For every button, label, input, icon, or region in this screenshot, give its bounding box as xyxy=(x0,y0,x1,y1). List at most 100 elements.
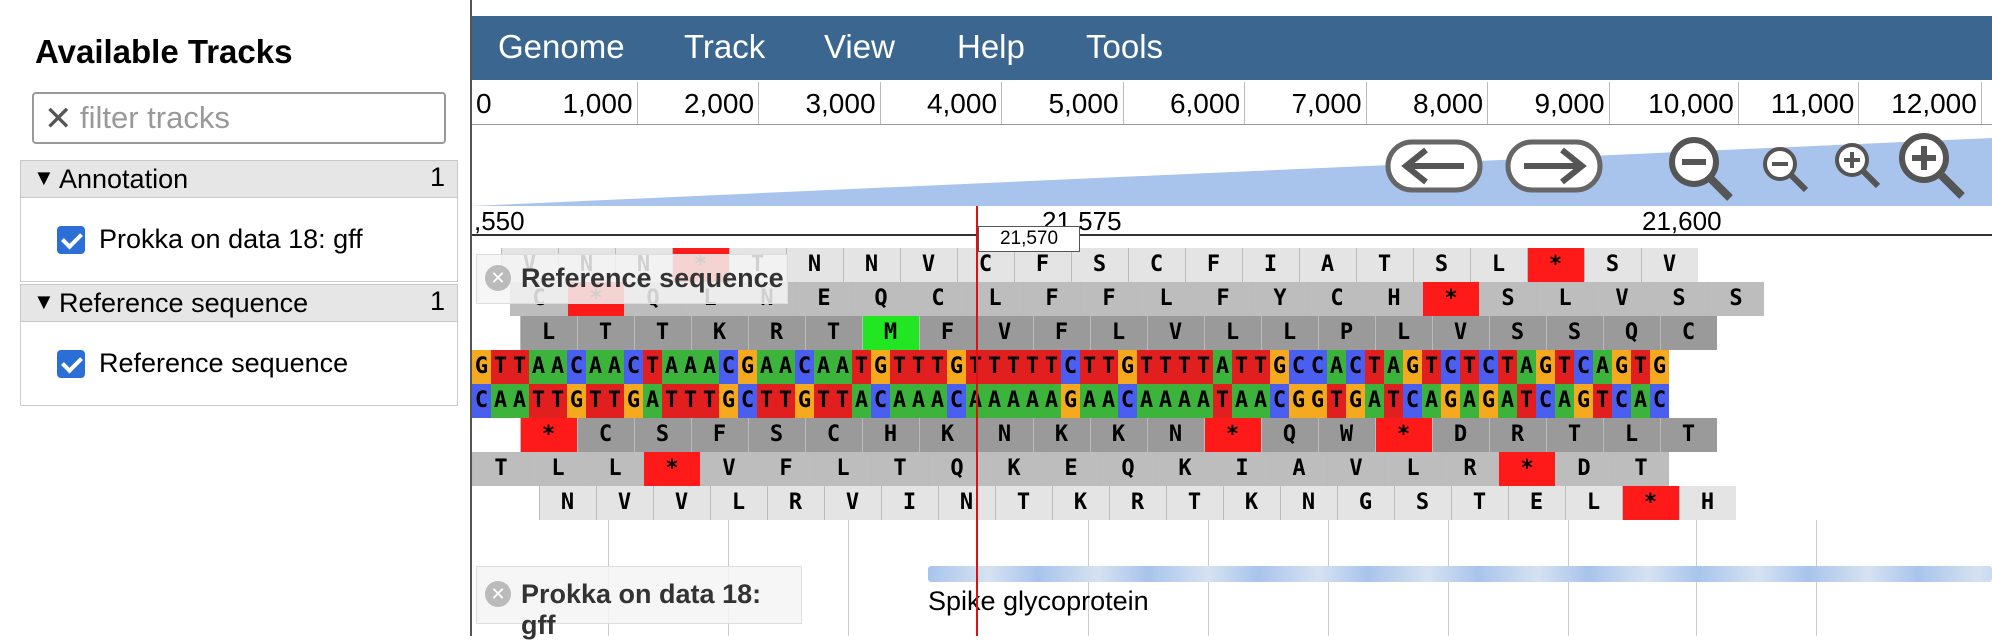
amino-acid: * xyxy=(1526,248,1584,282)
amino-acid: T xyxy=(1355,248,1413,282)
amino-acid: V xyxy=(595,486,653,520)
nucleotide: A xyxy=(757,350,776,384)
amino-acid: * xyxy=(1374,418,1432,452)
amino-acid: L xyxy=(1564,486,1622,520)
amino-acid: S xyxy=(1070,248,1128,282)
nucleotide: A xyxy=(852,384,871,418)
amino-acid: F xyxy=(1013,248,1071,282)
nucleotide: G xyxy=(1346,384,1365,418)
position-ruler[interactable]: ,550 21,575 21,600 xyxy=(472,206,1992,236)
zoom-out-large-icon[interactable] xyxy=(1666,134,1736,204)
amino-acid: Q xyxy=(1602,316,1660,350)
zoom-in-large-icon[interactable] xyxy=(1896,130,1968,202)
amino-acid: L xyxy=(1089,316,1147,350)
nucleotide: T xyxy=(1175,350,1194,384)
nucleotide: G xyxy=(1270,350,1289,384)
filter-tracks-input[interactable] xyxy=(80,97,430,139)
zoom-in-small-icon[interactable] xyxy=(1832,140,1884,192)
overview-tick-line xyxy=(1122,82,1124,124)
annotation-track-label[interactable]: ✕ Prokka on data 18: gff xyxy=(476,566,802,640)
category-reference-body: Reference sequence xyxy=(20,322,458,406)
nucleotide: A xyxy=(1232,384,1251,418)
nucleotide: C xyxy=(1289,350,1308,384)
menu-view[interactable]: View xyxy=(824,28,895,65)
spike-glycoprotein-feature[interactable] xyxy=(928,566,1992,582)
nucleotide: A xyxy=(1080,384,1099,418)
close-track-icon[interactable]: ✕ xyxy=(485,581,511,607)
amino-acid: N xyxy=(1279,486,1337,520)
overview-tick: 9,000 xyxy=(1534,88,1605,119)
amino-acid: C xyxy=(1659,316,1717,350)
nucleotide: G xyxy=(1574,384,1593,418)
amino-acid: F xyxy=(1032,316,1090,350)
nucleotide: A xyxy=(1004,384,1023,418)
nucleotide: G xyxy=(624,384,643,418)
nucleotide: C xyxy=(1479,350,1498,384)
collapse-triangle-icon[interactable]: ▼ xyxy=(33,165,55,190)
close-track-icon[interactable]: ✕ xyxy=(485,265,511,291)
amino-acid: C xyxy=(956,248,1014,282)
amino-acid: F xyxy=(918,316,976,350)
nucleotide: T xyxy=(1517,384,1536,418)
track-label-prokka[interactable]: Prokka on data 18: gff xyxy=(99,224,363,254)
amino-acid: V xyxy=(700,452,757,486)
navigation-band xyxy=(472,124,1992,206)
track-checkbox-prokka[interactable] xyxy=(57,226,85,254)
nucleotide: T xyxy=(605,384,624,418)
amino-acid: V xyxy=(1431,316,1489,350)
menu-help[interactable]: Help xyxy=(957,28,1025,65)
amino-acid: L xyxy=(1536,282,1593,316)
menu-bar: Genome Track View Help Tools xyxy=(472,16,1992,80)
amino-acid: H xyxy=(1678,486,1736,520)
nucleotide: T xyxy=(1555,350,1574,384)
pan-right-icon[interactable] xyxy=(1504,138,1604,194)
overview-tick-line xyxy=(1737,82,1739,124)
center-position-line xyxy=(976,206,978,636)
overview-scale[interactable]: 0 1,000 2,000 3,000 4,000 5,000 6,000 7,000 8,00… xyxy=(472,82,1992,125)
overview-tick-line xyxy=(1980,82,1982,124)
pan-left-icon[interactable] xyxy=(1384,138,1484,194)
overview-tick: 3,000 xyxy=(805,88,876,119)
nucleotide: G xyxy=(738,350,757,384)
overview-tick: 6,000 xyxy=(1169,88,1241,119)
nucleotide: A xyxy=(776,350,795,384)
track-checkbox-reference[interactable] xyxy=(57,350,85,378)
menu-genome[interactable]: Genome xyxy=(498,28,625,65)
amino-acid: V xyxy=(975,316,1033,350)
amino-acid: V xyxy=(899,248,957,282)
amino-acid: F xyxy=(1080,282,1137,316)
amino-acid: F xyxy=(757,452,814,486)
amino-acid: L xyxy=(519,316,577,350)
nucleotide: T xyxy=(1593,384,1612,418)
menu-tools[interactable]: Tools xyxy=(1086,28,1164,65)
nucleotide: A xyxy=(1251,384,1270,418)
clear-filter-icon[interactable]: ✕ xyxy=(44,100,73,138)
nucleotide: C xyxy=(795,350,814,384)
category-annotation-header[interactable]: ▼ Annotation 1 xyxy=(20,160,458,198)
collapse-triangle-icon[interactable]: ▼ xyxy=(33,289,55,314)
nucleotide: A xyxy=(1631,384,1650,418)
grid-line xyxy=(848,520,849,636)
amino-acid: V xyxy=(1593,282,1650,316)
nucleotide: T xyxy=(814,384,833,418)
category-reference-header[interactable]: ▼ Reference sequence 1 xyxy=(20,284,458,322)
nucleotide: T xyxy=(776,384,795,418)
reference-track-label[interactable]: ✕ Reference sequence xyxy=(476,254,788,304)
nucleotide: T xyxy=(985,350,1004,384)
overview-tick-line xyxy=(1608,82,1610,124)
track-label-reference[interactable]: Reference sequence xyxy=(99,348,349,378)
nucleotide: T xyxy=(928,350,947,384)
amino-acid: A xyxy=(1270,452,1327,486)
nucleotide: G xyxy=(1441,384,1460,418)
amino-acid: L xyxy=(966,282,1023,316)
translation-frame-4: * C S F S C H K N K K N * Q W * D R T L T xyxy=(472,418,1992,452)
nucleotide: T xyxy=(909,350,928,384)
zoom-out-small-icon[interactable] xyxy=(1760,144,1812,196)
menu-track[interactable]: Track xyxy=(684,28,766,65)
amino-acid: R xyxy=(1108,486,1166,520)
nucleotide: T xyxy=(966,350,985,384)
nucleotide: T xyxy=(548,384,567,418)
nucleotide: A xyxy=(1327,350,1346,384)
amino-acid: S xyxy=(1488,316,1546,350)
